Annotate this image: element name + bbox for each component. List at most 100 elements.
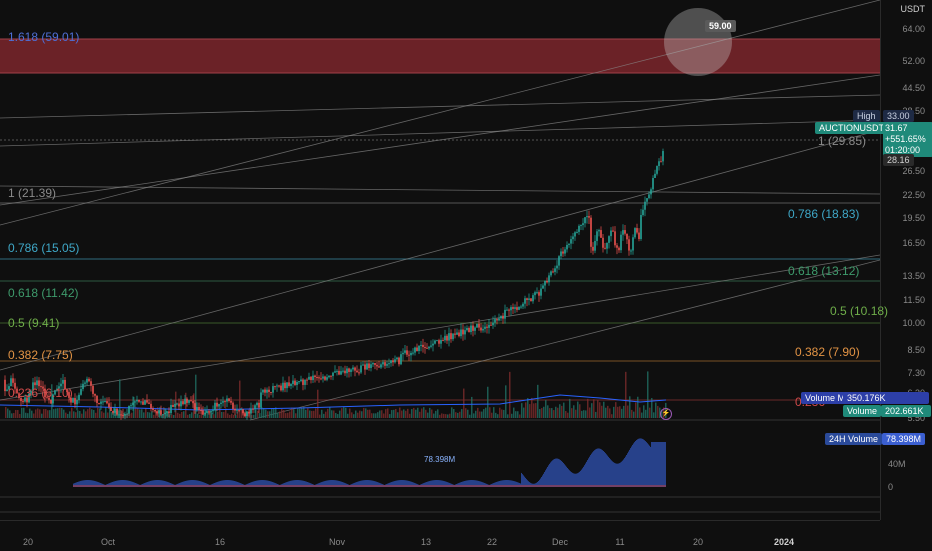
volume-bar <box>543 407 545 418</box>
time-tick: 13 <box>421 537 431 547</box>
price-tick: 10.00 <box>902 318 925 328</box>
vol24-bar <box>546 469 547 487</box>
vol24-bar <box>665 442 666 487</box>
symbol-label: AUCTIONUSDT <box>815 122 888 134</box>
vol24-bar <box>652 442 653 487</box>
vol24-bar <box>625 457 626 487</box>
vol24-bar <box>566 467 567 487</box>
volume-bar <box>87 409 89 418</box>
volume-bar <box>257 411 259 418</box>
price-chart-canvas[interactable] <box>0 0 880 520</box>
volume-bar <box>551 408 553 418</box>
volume-bar <box>329 407 331 418</box>
vol24-bar <box>588 458 589 487</box>
vol24-bar <box>663 442 664 487</box>
trendline[interactable] <box>0 186 880 194</box>
volume-bar <box>91 409 93 418</box>
vol24-bar <box>656 442 657 487</box>
candle-body <box>526 298 528 300</box>
vol24-bar <box>542 475 543 487</box>
vol24-bar <box>576 474 577 487</box>
price-tick: 64.00 <box>902 24 925 34</box>
candle-body <box>130 405 132 406</box>
volume-bar <box>97 408 99 418</box>
candle-body <box>138 400 140 402</box>
candle-body <box>600 230 602 238</box>
volume-bar <box>419 412 421 418</box>
volume-bar <box>295 413 297 418</box>
candle-body <box>108 403 110 407</box>
candle-body <box>404 350 406 352</box>
candle-body <box>226 399 228 402</box>
trendline[interactable] <box>0 0 880 225</box>
candle-body <box>270 392 272 393</box>
candle-body <box>538 292 540 296</box>
volume-bar <box>553 410 555 418</box>
candle-body <box>474 327 476 330</box>
candle-body <box>98 403 100 404</box>
volume-bar <box>643 405 645 418</box>
volume-bar <box>149 412 151 418</box>
vol24-bar <box>381 484 382 487</box>
volume-bar <box>557 408 559 418</box>
volume-bar <box>655 403 657 418</box>
vol24-value: 78.398M <box>882 433 925 445</box>
volume-bar <box>417 408 419 418</box>
volume-bar <box>5 407 7 418</box>
volume-bar <box>501 409 503 418</box>
volume-bar <box>267 411 269 418</box>
volume-bar <box>151 411 153 418</box>
volume-bar <box>333 410 335 418</box>
volume-bar <box>495 413 497 418</box>
candle-body <box>454 334 456 335</box>
volume-bar <box>497 414 499 418</box>
volume-bar <box>347 414 349 418</box>
candle-body <box>408 355 410 356</box>
candle-body <box>656 166 658 174</box>
vol24-bar <box>630 448 631 487</box>
target-highlight-circle[interactable] <box>664 8 732 76</box>
volume-bar <box>227 413 229 418</box>
volume-bar <box>103 413 105 418</box>
trendline[interactable] <box>0 255 880 400</box>
vol24-bar <box>622 461 623 487</box>
candle-body <box>386 364 388 366</box>
vol24-bar <box>617 464 618 487</box>
candle-body <box>216 403 218 407</box>
volume-bar <box>579 404 581 418</box>
vol24-bar <box>570 471 571 487</box>
volume-bar <box>525 402 527 418</box>
vol24-bar <box>591 454 592 487</box>
candle-body <box>496 319 498 320</box>
volume-bar <box>233 415 235 418</box>
volume-bar <box>591 403 593 418</box>
volume-bar <box>135 407 137 418</box>
candle-body <box>84 383 86 384</box>
vol24-bar <box>486 484 487 487</box>
target-price-label: 59.00 <box>705 20 736 32</box>
volume-bar <box>351 412 353 418</box>
volume-bar <box>367 410 369 418</box>
trendline[interactable] <box>0 130 880 370</box>
vol24-bar <box>212 484 213 487</box>
volume-bar <box>511 414 513 418</box>
trendline[interactable] <box>250 260 880 420</box>
vol24-bar <box>646 442 647 487</box>
volume-bar <box>425 410 427 418</box>
candle-body <box>620 235 622 250</box>
candle-body <box>202 410 204 414</box>
volume-bar <box>37 409 39 418</box>
candle-body <box>388 363 390 364</box>
vol24-bar <box>612 461 613 487</box>
time-axis[interactable]: 20 Oct 16 Nov 13 22 Dec 11 20 2024 <box>0 520 880 551</box>
lightning-icon[interactable]: ⚡ <box>660 408 672 420</box>
volume-bar <box>223 412 225 418</box>
candle-body <box>612 231 614 232</box>
candle-body <box>524 298 526 303</box>
trendline[interactable] <box>0 120 880 146</box>
candle-body <box>562 251 564 253</box>
volume-bar <box>381 410 383 418</box>
vol24-bar <box>553 460 554 487</box>
trendline[interactable] <box>0 95 880 118</box>
volume-bar <box>99 408 101 418</box>
